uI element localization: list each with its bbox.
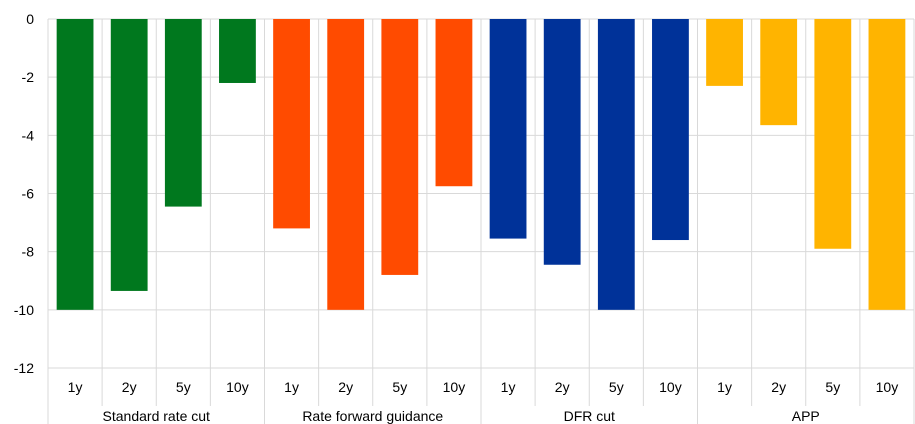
x-tick-label: 10y xyxy=(226,379,249,395)
bar xyxy=(652,19,689,241)
x-axis-groups: Standard rate cut Rate forward guidance DF… xyxy=(103,408,820,424)
x-tick-label: 1y xyxy=(68,379,83,395)
x-tick-label: 5y xyxy=(609,379,624,395)
x-tick-label: 2y xyxy=(122,379,137,395)
x-axis-ticks: 1y 2y 5y 10y 1y 2y 5y 10y 1y 2y 5y 10y 1y 2y 5y 10y xyxy=(68,379,899,395)
x-tick-label: 10y xyxy=(659,379,682,395)
x-tick-label: 1y xyxy=(284,379,299,395)
x-tick-label: 2y xyxy=(555,379,570,395)
bar xyxy=(381,19,419,275)
x-tick-label: 10y xyxy=(876,379,899,395)
x-tick-label: 5y xyxy=(825,379,840,395)
bar xyxy=(273,19,310,229)
x-tick-label: 1y xyxy=(717,379,732,395)
y-tick-label: -8 xyxy=(22,244,35,260)
bar xyxy=(219,19,256,83)
y-tick-label: 0 xyxy=(26,11,34,27)
bar xyxy=(164,19,202,207)
bar xyxy=(327,19,365,310)
y-tick-label: -10 xyxy=(14,302,34,318)
bar xyxy=(435,19,473,187)
group-label: Standard rate cut xyxy=(103,408,211,424)
x-tick-label: 2y xyxy=(771,379,786,395)
bar xyxy=(814,19,852,249)
bar xyxy=(760,19,798,126)
y-tick-label: -2 xyxy=(22,69,35,85)
x-tick-label: 2y xyxy=(338,379,353,395)
bar xyxy=(489,19,527,239)
x-tick-label: 5y xyxy=(176,379,191,395)
y-axis-ticks: 0 -2 -4 -6 -8 -10 -12 xyxy=(14,11,34,376)
x-tick-label: 5y xyxy=(392,379,407,395)
bars xyxy=(56,19,906,310)
bar xyxy=(56,19,94,310)
bar xyxy=(110,19,148,291)
bar xyxy=(597,19,635,310)
y-tick-label: -12 xyxy=(14,360,34,376)
bar xyxy=(706,19,743,86)
y-tick-label: -4 xyxy=(22,127,35,143)
x-tick-label: 10y xyxy=(443,379,466,395)
bar xyxy=(543,19,581,265)
x-tick-label: 1y xyxy=(501,379,516,395)
bar xyxy=(868,19,906,310)
group-label: DFR cut xyxy=(564,408,615,424)
grid-lines xyxy=(47,18,915,424)
group-label: Rate forward guidance xyxy=(302,408,443,424)
group-label: APP xyxy=(792,408,820,424)
y-tick-label: -6 xyxy=(22,186,35,202)
